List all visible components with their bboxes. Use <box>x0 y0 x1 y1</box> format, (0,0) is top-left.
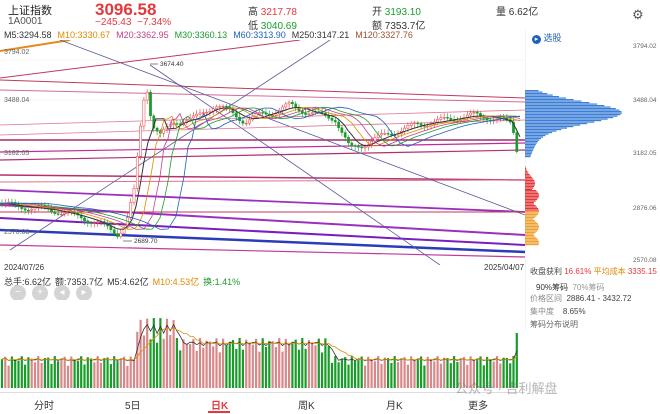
ma60-value: M60:3313.90 <box>233 30 286 40</box>
vol-m10: M10:4.53亿 <box>152 277 200 287</box>
ma10-value: M10:3330.67 <box>57 30 111 40</box>
axis-left-top: 3794.02 <box>4 49 29 56</box>
ma20-value: M20:3362.95 <box>116 30 169 40</box>
volume-value: 6.62亿 <box>508 7 539 18</box>
ma-legend: M5:3294.58 M10:3330.67 M20:3362.95 M30:3360… <box>4 30 419 40</box>
vol-total: 总手:6.62亿 <box>4 277 52 287</box>
profit-info: 收盘获利 16.61% 平均成本 3335.15 <box>530 267 657 276</box>
axis-left-bottom: 2570.08 <box>4 229 29 236</box>
volume-ma-lines <box>1 323 518 362</box>
change-percent: −7.34% <box>137 17 172 28</box>
index-code: 1A0001 <box>8 16 43 27</box>
amount-value: 7353.7亿 <box>384 21 426 32</box>
profit-value: 16.61% <box>564 267 592 276</box>
tab-more[interactable]: 更多 <box>468 401 488 412</box>
ma250-value: M250:3147.21 <box>291 30 350 40</box>
zoom-in-icon[interactable]: + <box>32 285 48 301</box>
gear-icon[interactable]: ⚙ <box>632 7 644 22</box>
volume-legend: 总手:6.62亿 额:7353.7亿 M5:4.62亿 M10:4.53亿 换:1.41… <box>4 275 244 288</box>
quote-header: 上证指数 1A0001 3096.58 −245.43 −7.34% 高 321… <box>0 0 660 32</box>
tab-weekly-k[interactable]: 周K <box>298 401 315 412</box>
volume-chart[interactable] <box>0 300 525 390</box>
current-price: 3096.58 <box>95 0 157 19</box>
change-value: −245.43 <box>95 17 132 28</box>
vol-m5: M5:4.62亿 <box>107 277 149 287</box>
price-range-value: 2886.41 - 3432.72 <box>566 294 632 303</box>
vol-turnover: 换:1.41% <box>203 277 241 287</box>
axis-right-2: 3488.04 <box>633 97 657 104</box>
ma5-value: M5:3294.58 <box>4 30 52 40</box>
kline-chart[interactable]: 3674.40 2689.70 3794.02 3488.04 3182.05 … <box>0 40 525 265</box>
ma30-value: M30:3360.13 <box>174 30 228 40</box>
watermark: 公众号 · 吉利解盘 <box>455 381 558 396</box>
price-range-info: 价格区间 2886.41 - 3432.72 <box>530 294 632 303</box>
zoom-out-icon[interactable]: − <box>10 285 26 301</box>
index-name: 上证指数 <box>8 5 52 17</box>
low-annotation: 2689.70 <box>134 238 158 245</box>
select-icon: ▸ <box>532 35 541 44</box>
amount-field: 额 7353.7亿 <box>372 21 426 32</box>
select-stock-button[interactable]: ▸ 选股 <box>532 31 562 44</box>
pan-left-icon[interactable]: ◂ <box>54 285 70 301</box>
ma120-value: M120:3327.76 <box>355 30 413 40</box>
axis-left-3: 3182.05 <box>4 150 29 157</box>
volume-bars <box>0 318 518 388</box>
active-tab-indicator <box>208 411 230 413</box>
open-value: 3193.10 <box>384 7 421 18</box>
chip-bars <box>525 90 622 246</box>
tab-intraday[interactable]: 分时 <box>34 401 54 412</box>
chip-90-tab: 90%筹码 <box>536 283 569 292</box>
concentration-info: 集中度 8.65% <box>530 307 586 316</box>
tab-5day[interactable]: 5日 <box>125 401 141 412</box>
date-end: 2025/04/07 <box>484 263 525 272</box>
chip-70-tab: 70%筹码 <box>572 283 605 292</box>
chip-explain-link[interactable]: 筹码分布说明 <box>530 320 578 329</box>
avg-cost-value: 3335.15 <box>627 267 657 276</box>
tab-monthly-k[interactable]: 月K <box>386 401 403 412</box>
chip-distribution-panel: 3794.02 3488.04 3182.05 2876.06 2570.08 <box>525 30 660 330</box>
volume-field: 量 6.62亿 <box>496 7 539 18</box>
axis-right-1: 3794.02 <box>633 43 657 50</box>
axis-right-3: 3182.05 <box>633 150 657 157</box>
date-start: 2024/07/26 <box>4 263 45 272</box>
low-value: 3040.69 <box>260 21 297 32</box>
chip-toggle[interactable]: 90%筹码 70%筹码 <box>536 282 604 293</box>
open-field: 开 3193.10 <box>372 7 421 18</box>
high-annotation: 3674.40 <box>160 61 184 68</box>
axis-left-2: 3488.04 <box>4 97 29 104</box>
concentration-value: 8.65% <box>562 307 586 316</box>
axis-right-4: 2876.06 <box>633 205 657 212</box>
high-field: 高 3217.78 <box>248 7 297 18</box>
axis-right-5: 2570.08 <box>633 257 657 264</box>
period-tabs: 分时 5日 日K 周K 月K 更多 <box>0 392 525 414</box>
pan-right-icon[interactable]: ▸ <box>76 285 92 301</box>
price-change: −245.43 −7.34% <box>95 17 171 28</box>
moving-average-lines <box>0 106 521 230</box>
select-stock-label: 选股 <box>543 33 562 43</box>
low-field: 低 3040.69 <box>248 21 297 32</box>
high-value: 3217.78 <box>260 7 297 18</box>
tab-daily-k[interactable]: 日K <box>211 401 229 412</box>
vol-amount: 额:7353.7亿 <box>55 277 104 287</box>
